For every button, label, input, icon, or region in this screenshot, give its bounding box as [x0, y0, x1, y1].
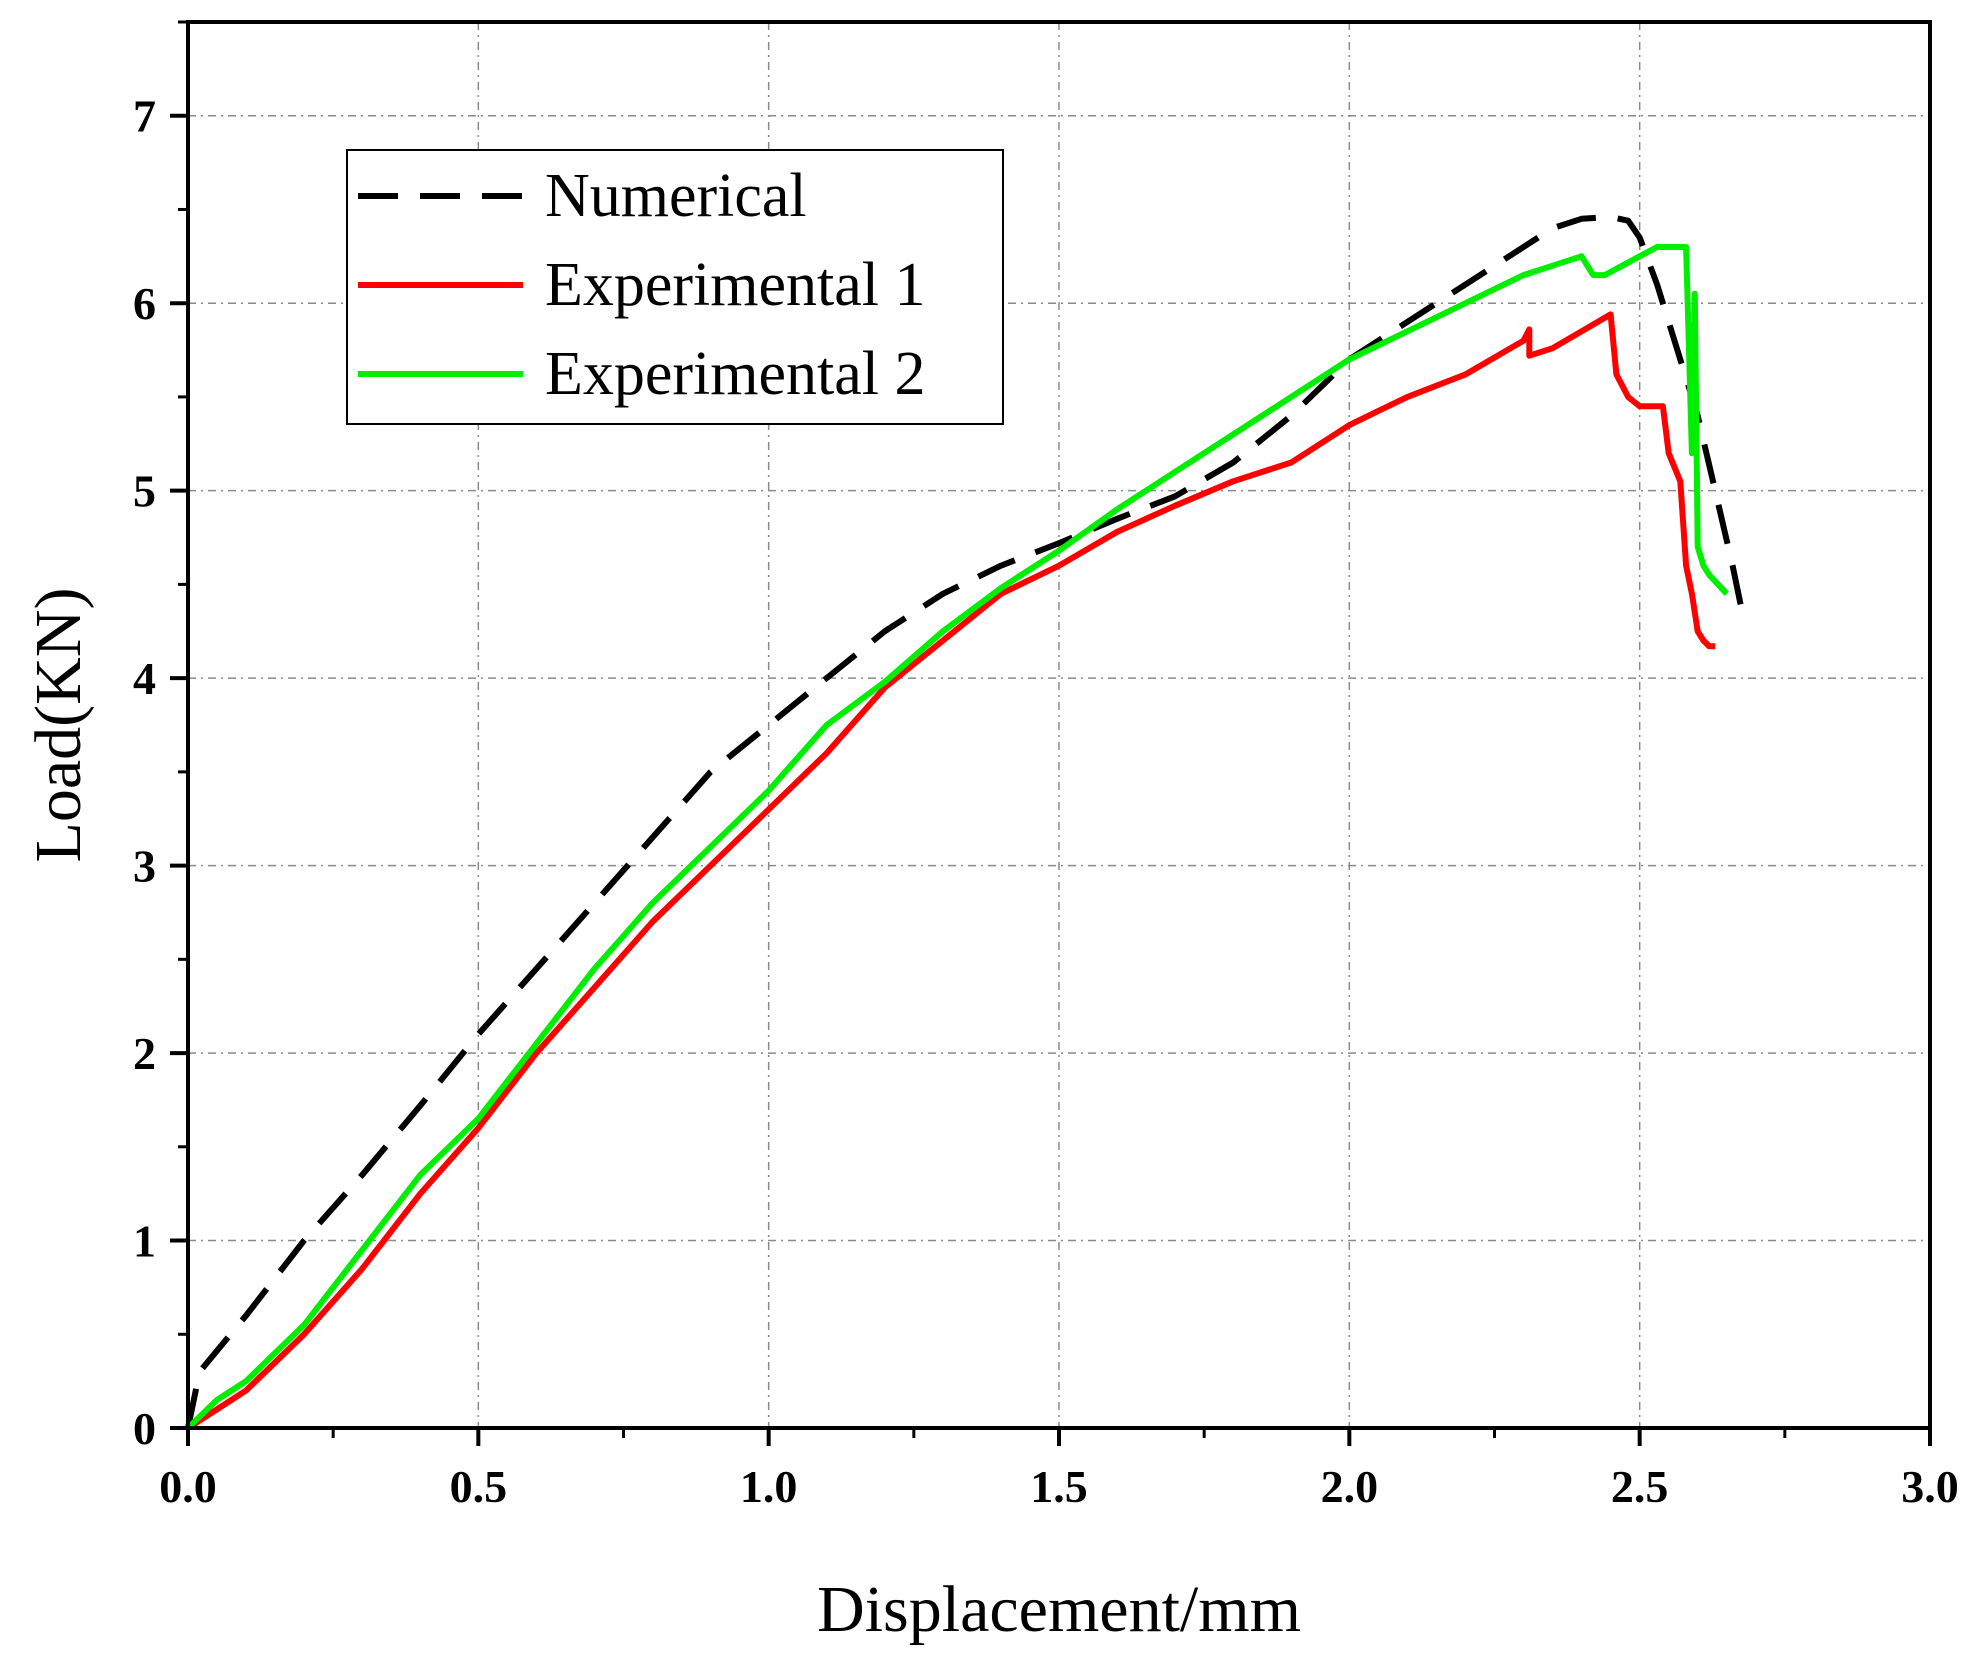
x-tick-label: 1.0: [740, 1461, 798, 1512]
y-tick-label: 7: [133, 91, 156, 142]
x-tick-label: 1.5: [1030, 1461, 1088, 1512]
series-line-experimental-2: [185, 244, 1730, 1431]
x-tick-label: 2.5: [1611, 1461, 1669, 1512]
series-lines: [185, 214, 1748, 1431]
y-tick-label: 4: [133, 653, 156, 704]
legend-label-experimental-2: Experimental 2: [545, 340, 925, 408]
legend-label-numerical: Numerical: [545, 162, 807, 230]
series-line-numerical: [185, 214, 1748, 1429]
axis-ticks: 0.0 0.5 1.0 1.5 2.0 2.5 3.0 0 1 2 3 4 5 6 7: [133, 20, 1959, 1512]
y-axis-title: Load(KN): [22, 588, 95, 863]
x-tick-label: 3.0: [1901, 1461, 1959, 1512]
y-tick-label: 6: [133, 278, 156, 329]
y-tick-label: 0: [133, 1403, 156, 1454]
legend-label-experimental-1: Experimental 1: [545, 251, 925, 319]
y-tick-label: 3: [133, 841, 156, 892]
y-tick-label: 1: [133, 1216, 156, 1267]
x-tick-label: 0.0: [159, 1461, 217, 1512]
legend: Numerical Experimental 1 Experimental 2: [346, 149, 1004, 425]
y-tick-label: 2: [133, 1028, 156, 1079]
x-tick-label: 2.0: [1321, 1461, 1379, 1512]
x-axis-title: Displacement/mm: [817, 1573, 1301, 1646]
series-line-experimental-1: [186, 311, 1716, 1431]
y-tick-label: 5: [133, 466, 156, 517]
x-tick-label: 0.5: [450, 1461, 508, 1512]
